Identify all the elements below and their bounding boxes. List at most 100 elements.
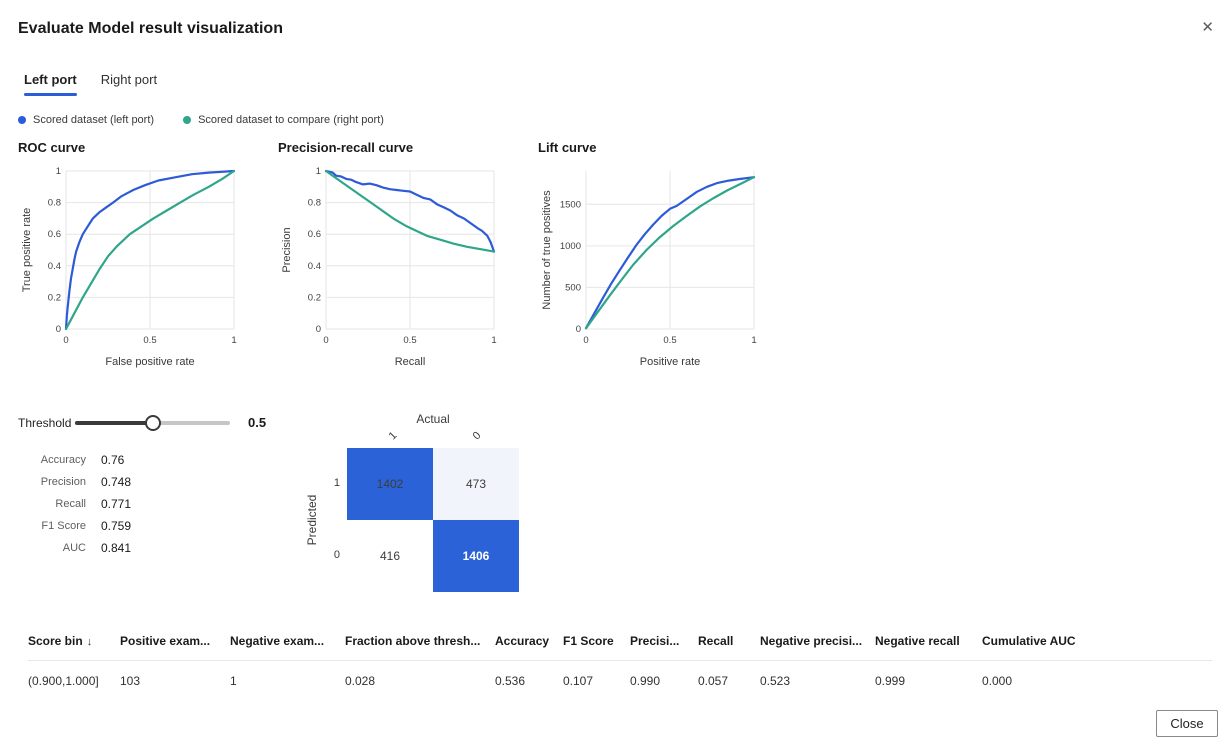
threshold-slider-fill xyxy=(75,420,153,425)
confusion-matrix: Actual 1 0 1 0 Predicted 1402 473 416 14… xyxy=(300,406,550,606)
precision-recall-title: Precision-recall curve xyxy=(278,140,414,155)
table-divider xyxy=(28,660,1212,661)
cell-false-negative: 416 xyxy=(347,520,433,592)
table-header-cell[interactable]: Positive exam... xyxy=(120,634,211,648)
table-cell: 0.999 xyxy=(875,674,906,688)
legend-item-right-port: Scored dataset to compare (right port) xyxy=(183,114,384,126)
table-cell: 0.107 xyxy=(563,674,594,688)
metric-auc: AUC 0.841 xyxy=(18,537,131,559)
predicted-axis-label: Predicted xyxy=(305,494,319,546)
table-header-cell[interactable]: Precisi... xyxy=(630,634,680,648)
threshold-label: Threshold xyxy=(18,415,72,430)
metric-value: 0.76 xyxy=(101,453,125,467)
x-tick-label: 1 xyxy=(491,335,496,346)
x-axis-label: Positive rate xyxy=(640,356,701,368)
table-header-cell[interactable]: F1 Score xyxy=(563,634,614,648)
tab-right-port-label: Right port xyxy=(100,72,158,87)
metric-value: 0.759 xyxy=(101,519,132,533)
y-axis-label: True positive rate xyxy=(21,208,33,293)
y-tick-label: 0.8 xyxy=(308,198,321,209)
table-cell: (0.900,1.000] xyxy=(28,674,99,688)
y-tick-label: 1 xyxy=(56,166,61,177)
y-tick-label: 0 xyxy=(56,324,61,335)
roc-curve-svg: 0 0.5 1 0 0.2 0.4 0.6 0.8 1 False positive rate Tr… xyxy=(21,166,237,368)
cell-true-positive: 1402 xyxy=(347,448,433,520)
roc-curve-title: ROC curve xyxy=(18,140,86,155)
threshold-value: 0.5 xyxy=(248,415,267,430)
y-tick-label: 0 xyxy=(576,324,581,335)
legend-dot-green-icon xyxy=(183,116,192,124)
series-line xyxy=(584,176,756,330)
series-line xyxy=(324,169,496,253)
close-icon[interactable]: ✕ xyxy=(1201,19,1214,36)
legend-dot-blue-icon xyxy=(18,116,26,124)
y-tick-label: 500 xyxy=(565,282,581,293)
threshold-slider[interactable] xyxy=(75,414,230,431)
table-header-cell[interactable]: Accuracy xyxy=(495,634,550,648)
table-cell: 103 xyxy=(120,674,141,688)
tab-left-port[interactable]: Left port xyxy=(24,72,77,96)
x-tick-label: 0 xyxy=(63,335,68,346)
table-row: (0.900,1.000] 103 1 0.028 0.536 0.107 0.990 0.0… xyxy=(28,661,1212,701)
threshold-slider-thumb[interactable] xyxy=(144,414,161,431)
roc-curve-chart: ROC curve 0 0.5 1 0 0.2 0.4 0.6 0.8 1 False posit… xyxy=(18,140,274,371)
metric-f1-score: F1 Score 0.759 xyxy=(18,515,131,537)
y-tick-label: 1000 xyxy=(560,241,581,252)
table-header-cell[interactable]: Negative precisi... xyxy=(760,634,863,648)
actual-col-label-0: 0 xyxy=(470,429,484,443)
table-header-cell[interactable]: Cumulative AUC xyxy=(982,634,1076,648)
y-tick-label: 0.2 xyxy=(308,292,321,303)
y-axis-label: Precision xyxy=(281,227,293,272)
port-tabs: Left port Right port xyxy=(24,72,157,96)
metric-value: 0.841 xyxy=(101,541,132,555)
metric-value: 0.748 xyxy=(101,475,132,489)
active-tab-underline xyxy=(24,93,77,96)
sort-descending-icon: ↓ xyxy=(86,636,93,648)
y-tick-label: 0.6 xyxy=(308,229,321,240)
cell-true-negative: 1406 xyxy=(433,520,519,592)
series-line xyxy=(64,169,236,331)
precision-recall-svg: 0 0.5 1 0 0.2 0.4 0.6 0.8 1 Recall Precision xyxy=(281,166,497,368)
table-cell: 0.057 xyxy=(698,674,729,688)
x-tick-label: 1 xyxy=(231,335,236,346)
x-tick-label: 0 xyxy=(583,335,588,346)
tab-left-port-label: Left port xyxy=(24,72,77,87)
metric-label: Recall xyxy=(55,498,86,510)
legend-label: Scored dataset to compare (right port) xyxy=(198,114,384,126)
tab-right-port[interactable]: Right port xyxy=(101,72,157,96)
legend-item-left-port: Scored dataset (left port) xyxy=(18,114,154,126)
y-tick-label: 0.8 xyxy=(48,198,61,209)
table-cell: 0.000 xyxy=(982,674,1013,688)
x-tick-label: 1 xyxy=(751,335,756,346)
x-tick-label: 0.5 xyxy=(143,335,156,346)
metric-label: Accuracy xyxy=(40,454,86,466)
precision-recall-chart: Precision-recall curve 0 0.5 1 0 0.2 0.4 0.6 0.… xyxy=(278,140,534,371)
table-header-cell[interactable]: Recall xyxy=(698,634,734,648)
x-tick-label: 0 xyxy=(323,335,328,346)
legend-label: Scored dataset (left port) xyxy=(33,114,155,126)
metric-label: AUC xyxy=(62,542,86,554)
y-tick-label: 0.4 xyxy=(308,261,321,272)
x-tick-label: 0.5 xyxy=(403,335,416,346)
table-header-row: Score bin ↓ Positive exam... Negative exam.… xyxy=(28,622,1212,660)
predicted-row-label-0: 0 xyxy=(333,549,340,561)
metric-precision: Precision 0.748 xyxy=(18,471,131,493)
y-tick-label: 0.4 xyxy=(48,261,61,272)
y-tick-label: 0.6 xyxy=(48,229,61,240)
table-header-cell[interactable]: Negative recall xyxy=(875,634,960,648)
table-header-cell[interactable]: Negative exam... xyxy=(230,634,325,648)
lift-curve-chart: Lift curve 0 0.5 1 0 500 1000 1500 Positive rat… xyxy=(538,140,794,371)
lift-curve-svg: 0 0.5 1 0 500 1000 1500 Positive rate Number of … xyxy=(541,171,757,368)
close-button[interactable]: Close xyxy=(1156,710,1218,737)
table-cell: 0.536 xyxy=(495,674,526,688)
table-cell: 0.990 xyxy=(630,674,661,688)
actual-col-label-1: 1 xyxy=(386,429,400,443)
table-header-cell[interactable]: Score bin ↓ xyxy=(28,634,93,648)
predicted-row-label-1: 1 xyxy=(333,477,340,489)
x-axis-label: Recall xyxy=(395,356,426,368)
y-tick-label: 1500 xyxy=(560,199,581,210)
table-header-cell[interactable]: Fraction above thresh... xyxy=(345,634,481,648)
y-tick-label: 0 xyxy=(316,324,321,335)
y-tick-label: 0.2 xyxy=(48,292,61,303)
metric-label: Precision xyxy=(40,476,86,488)
